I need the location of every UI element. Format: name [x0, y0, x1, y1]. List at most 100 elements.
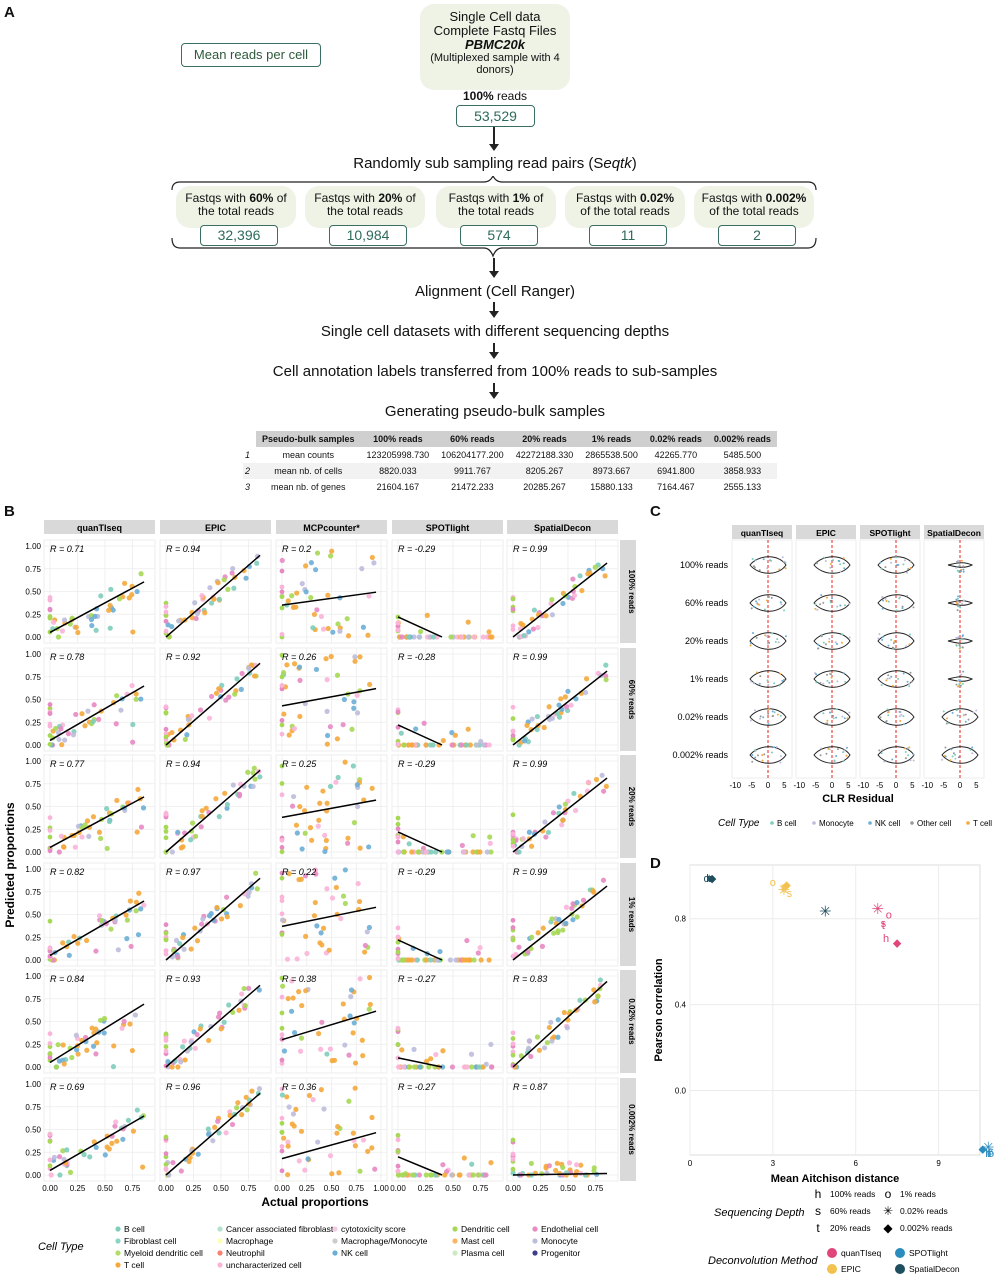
data-point [423, 1172, 429, 1178]
data-point [574, 1162, 580, 1168]
x-tick-label: 0 [766, 781, 771, 790]
data-point [254, 886, 260, 892]
facet-strip-label: SPOTlight [869, 528, 910, 538]
data-point [510, 1166, 516, 1172]
data-point [367, 681, 373, 688]
data-point [291, 725, 298, 732]
data-point [239, 670, 245, 677]
data-point [239, 991, 245, 997]
subsample-label-line2: of the total reads [580, 204, 670, 218]
shape-legend-label: 0.02% reads [900, 1206, 948, 1216]
legend-swatch [966, 821, 970, 825]
data-point [184, 732, 190, 738]
data-point [314, 607, 320, 613]
data-point [448, 634, 454, 640]
data-point [600, 788, 607, 794]
data-point [279, 917, 286, 923]
data-point [952, 752, 955, 755]
data-point [892, 641, 895, 644]
data-point [322, 848, 328, 855]
data-point [770, 751, 773, 754]
legend-swatch [910, 821, 914, 825]
data-point [958, 647, 961, 650]
data-point [338, 915, 344, 922]
data-point [134, 588, 140, 595]
y-tick-label: 0.25 [25, 1040, 41, 1049]
full-reads-pct: 100% [462, 89, 494, 103]
x-tick-label: 0.00 [274, 1184, 290, 1193]
x-tick-label: 0 [894, 781, 899, 790]
data-point [777, 641, 780, 644]
data-point [221, 577, 227, 583]
shape-legend-label: 1% reads [900, 1189, 936, 1199]
data-point [163, 824, 169, 830]
data-point [758, 598, 761, 601]
r-value-label: R = 0.69 [50, 1082, 84, 1092]
data-point [133, 899, 139, 905]
data-point [116, 596, 123, 602]
table-cell: 9911.767 [435, 463, 510, 479]
data-point [528, 1053, 534, 1060]
shape-legend-symbol: ✳ [883, 1204, 893, 1218]
data-point [47, 1131, 53, 1137]
data-point [53, 725, 59, 732]
data-point [350, 1030, 356, 1036]
data-point [372, 1166, 378, 1172]
data-point [510, 1156, 516, 1162]
data-point [243, 575, 249, 581]
data-point [824, 643, 827, 646]
data-point [816, 608, 819, 611]
data-point [169, 1064, 175, 1070]
data-point [568, 702, 574, 708]
data-point [831, 571, 834, 574]
data-point [961, 634, 964, 637]
data-point [757, 603, 760, 606]
data-point [962, 599, 965, 602]
data-point [467, 742, 473, 748]
data-point [591, 1165, 597, 1171]
data-point [828, 748, 831, 751]
data-point [279, 589, 285, 595]
data-point [289, 1121, 295, 1127]
data-point [969, 748, 972, 751]
data-point [395, 826, 401, 832]
data-point [570, 901, 576, 907]
facet-strip [924, 525, 984, 539]
data-point [229, 570, 235, 576]
data-point [833, 759, 836, 762]
y-tick-label: 0.25 [25, 825, 41, 834]
facet-row-strip [620, 648, 636, 751]
data-point [55, 1042, 61, 1048]
violin [813, 632, 851, 650]
data-point [279, 1010, 285, 1016]
data-point [960, 559, 963, 562]
data-point [336, 1170, 342, 1176]
data-point [197, 707, 204, 713]
data-point [898, 710, 901, 713]
data-point [231, 585, 237, 591]
legend-swatch [332, 1226, 338, 1232]
data-point [822, 641, 825, 644]
data-point [163, 1134, 169, 1140]
data-point [526, 829, 532, 835]
data-point [340, 722, 346, 728]
data-point [395, 620, 401, 626]
r-value-label: R = 0.97 [166, 867, 201, 877]
data-point [230, 782, 236, 788]
data-point [510, 917, 516, 923]
data-point [843, 567, 846, 570]
data-point [279, 718, 285, 723]
data-point [592, 999, 598, 1005]
data-point [890, 675, 893, 678]
facet-row-strip [620, 970, 636, 1073]
data-point [430, 634, 437, 640]
data-point [908, 685, 911, 688]
data-point [783, 560, 786, 563]
data-point [279, 898, 285, 904]
data-point [423, 849, 429, 855]
subsample-prefix: Fastqs with [185, 191, 250, 205]
data-point [758, 682, 761, 685]
data-point [279, 1086, 285, 1092]
data-point [360, 1137, 367, 1143]
data-point [246, 985, 252, 991]
